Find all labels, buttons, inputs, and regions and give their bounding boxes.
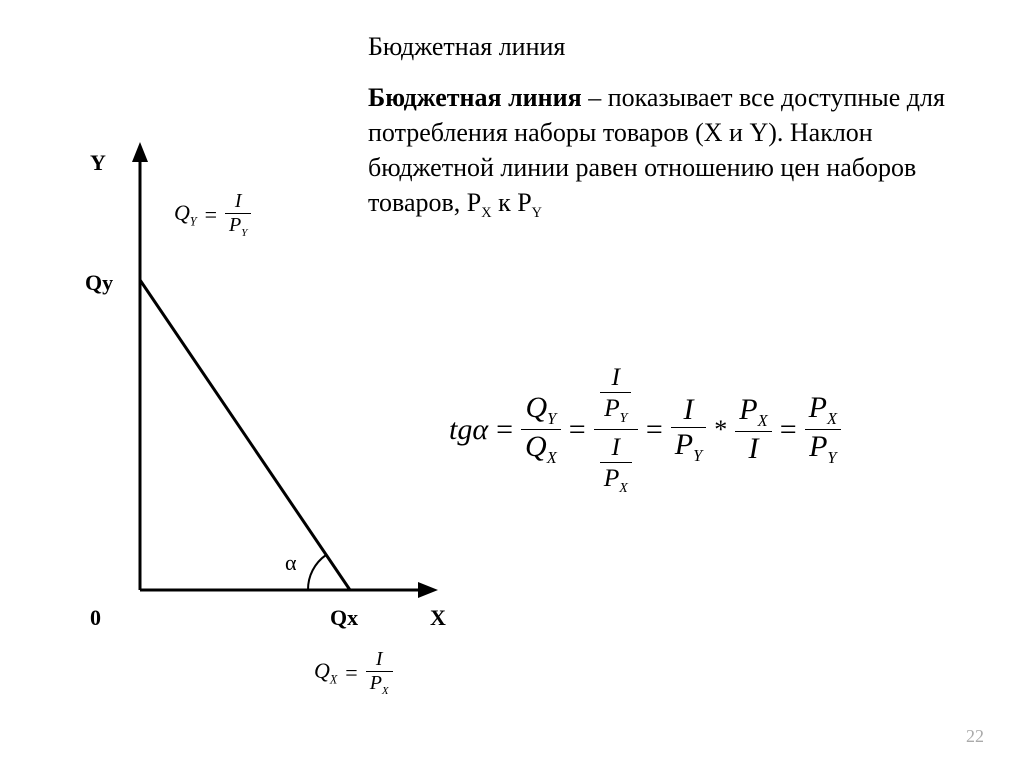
frac3-den-sub: Y [693,446,702,465]
frac5-den-p: P [809,430,827,463]
star: * [714,415,727,445]
cf-top-den-sub: Y [620,411,628,426]
frac1-den-q: Q [525,430,547,463]
x-axis-label: X [430,605,446,631]
qy-lhs-var: Q [174,200,190,225]
angle-arc [308,555,326,590]
frac5-num-sub: X [827,409,837,428]
qx-den-sub: X [382,685,389,697]
frac1-den-sub: X [547,448,557,467]
frac4-num-sub: X [758,411,768,430]
page-number: 22 [966,726,984,747]
definition-paragraph: Бюджетная линия – показывает все доступн… [368,80,958,224]
qx-den-var: P [370,672,382,694]
qy-den-var: P [229,214,241,236]
cf-top-num: I [612,362,621,391]
frac4-den: I [748,432,758,465]
page-title: Бюджетная линия [368,32,565,62]
qx-num: I [376,648,383,670]
qy-eq: = [205,202,217,228]
qy-num: I [235,190,242,212]
cf-top-den-p: P [604,393,620,422]
y-axis-label: Y [90,150,106,176]
frac4-num-p: P [739,393,757,426]
cf-bot-den-p: P [604,463,620,492]
definition-sub2: Y [532,205,542,221]
eq2: = [569,413,586,447]
formula-tangent: tgα = QY QX = I PY I PX = [445,360,845,499]
budget-line [140,280,350,590]
definition-sub1: X [481,205,491,221]
qx-label: Qx [330,605,358,631]
frac1-num-sub: Y [547,409,556,428]
qx-lhs-sub: X [330,672,337,686]
eq1: = [496,413,513,447]
frac1-num-q: Q [525,391,547,424]
frac5-den-sub: Y [827,448,836,467]
qy-label: Qy [85,270,113,296]
frac3-num: I [684,393,694,426]
cf-bot-den-sub: X [619,481,628,496]
definition-text-2: к P [492,188,532,217]
frac5-num-p: P [809,391,827,424]
origin-label: 0 [90,605,101,631]
tg-alpha: α [472,413,488,446]
qx-eq: = [345,660,357,686]
qy-lhs-sub: Y [190,214,197,228]
frac3-den-p: P [675,428,693,461]
definition-term: Бюджетная линия [368,83,582,112]
formula-qx: QX = I PX [310,648,397,697]
x-axis-arrow [418,582,438,598]
qx-lhs-var: Q [314,658,330,683]
alpha-label: α [285,550,297,576]
eq3: = [646,413,663,447]
y-axis-arrow [132,142,148,162]
qy-den-sub: Y [241,227,247,239]
cf-bot-num: I [612,432,621,461]
tg-symbol: tg [449,413,472,446]
eq4: = [780,413,797,447]
formula-qy: QY = I PY [170,190,255,239]
